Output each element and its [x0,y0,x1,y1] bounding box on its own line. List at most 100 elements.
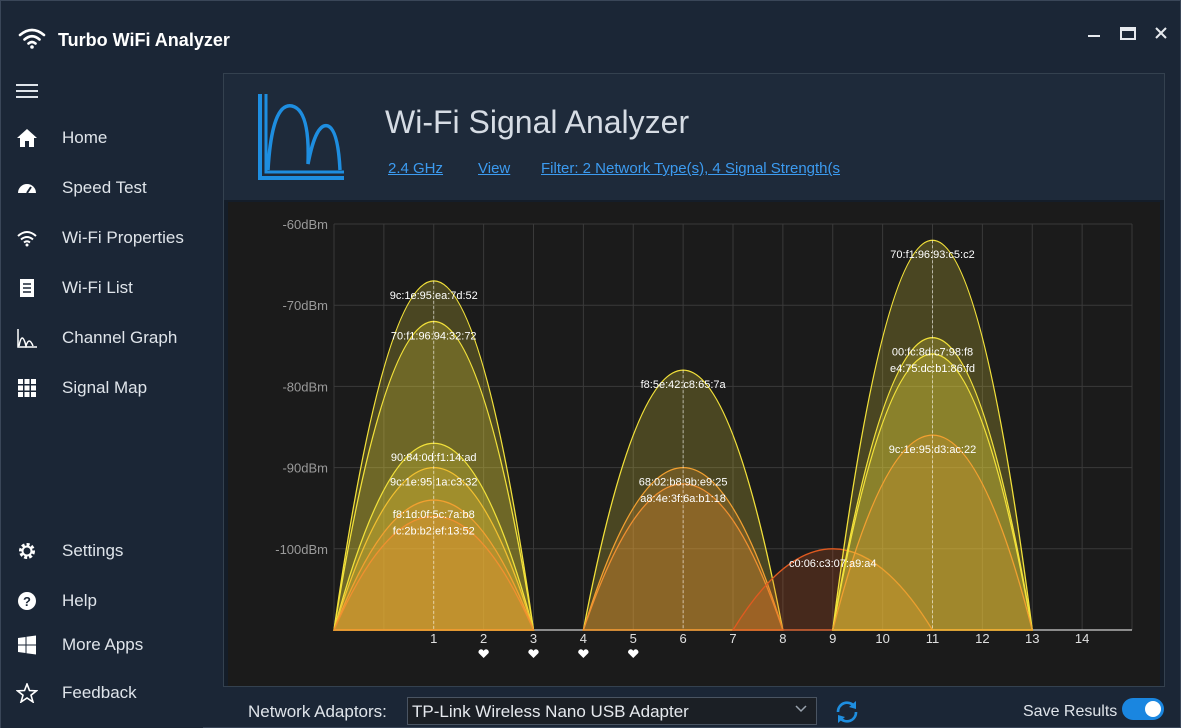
gear-icon [19,543,35,559]
signal-curve [831,337,1034,631]
channel-graph-icon [17,329,37,348]
network-label: f8:5e:42:c8:65:7a [641,379,727,391]
network-label: c0:06:c3:07:a9:a4 [789,558,876,570]
x-tick-label: 9 [829,631,836,646]
wifi-icon [17,231,37,247]
toggle-knob [1145,701,1161,717]
adapter-select-value: TP-Link Wireless Nano USB Adapter [412,702,689,721]
list-icon [20,279,34,297]
network-label: 70:f1:96:94:32:72 [391,330,477,342]
x-tick-label: 1 [430,631,437,646]
x-tick-label: 5 [630,631,637,646]
y-tick-label: -80dBm [282,379,328,394]
y-tick-label: -100dBm [275,542,328,557]
x-tick-label: 8 [779,631,786,646]
sidebar-item-label: Settings [62,541,124,560]
speedometer-icon [18,184,36,194]
x-tick-label: 6 [680,631,687,646]
network-label: e4:75:dc:b1:86:fd [890,363,975,375]
network-label: 90:84:0d:f1:14:ad [391,452,477,464]
help-icon: ? [18,592,36,610]
minimize-button[interactable] [1085,23,1105,43]
x-tick-label: 10 [875,631,889,646]
network-label: fc:2b:b2:ef:13:52 [393,525,475,537]
x-tick-label: 12 [975,631,989,646]
close-button[interactable] [1151,23,1171,43]
sidebar-item-more-apps[interactable]: More Apps [1,625,203,665]
signal-curve [333,280,535,631]
save-results-label: Save Results [1023,703,1118,720]
sidebar-item-feedback[interactable]: Feedback [1,673,203,713]
heart-icon [478,649,489,658]
x-tick-label: 13 [1025,631,1039,646]
maximize-button[interactable] [1118,23,1138,43]
signal-curve [582,369,784,631]
network-label: 70:f1:96:93:c5:c2 [890,249,974,261]
sidebar-item-label: Home [62,128,108,147]
signal-curve [582,467,784,631]
network-label: 9c:1e:95:ea:7d:52 [390,290,478,302]
app-title: Turbo WiFi Analyzer [58,30,230,50]
signal-graph-logo-icon [258,94,344,180]
title-bar: Turbo WiFi Analyzer [1,1,1180,71]
channel-signal-chart: -60dBm -70dBm -80dBm -90dBm -100dBm 9c:1e:95:… [228,202,1160,686]
main-panel: Wi-Fi Signal Analyzer 2.4 GHz View Filte… [223,73,1165,687]
network-label: f8:1d:0f:5c:7a:b8 [393,509,475,521]
sidebar: Home Speed Test Wi-Fi Properties [1,71,203,728]
home-icon [17,129,37,147]
hamburger-menu-icon[interactable] [16,83,38,99]
footer-bar: Network Adaptors: TP-Link Wireless Nano … [203,691,1180,728]
network-label: a8:4e:3f:6a:b1:18 [640,493,726,505]
star-icon [16,683,38,703]
sidebar-item-help[interactable]: ? Help [1,581,203,621]
svg-text:?: ? [23,594,31,609]
sidebar-item-channel-graph[interactable]: Channel Graph [1,318,203,358]
heart-icon [528,649,539,658]
heart-icon [628,649,639,658]
refresh-icon[interactable] [834,699,860,725]
sidebar-item-home[interactable]: Home [1,118,203,158]
x-tick-label: 3 [530,631,537,646]
band-link[interactable]: 2.4 GHz [388,160,444,177]
sidebar-item-settings[interactable]: Settings [1,531,203,571]
analyzer-header: Wi-Fi Signal Analyzer 2.4 GHz View Filte… [224,74,1164,200]
network-label: 9c:1e:95:d3:ac:22 [889,444,976,456]
sidebar-item-label: Feedback [62,683,137,702]
x-tick-label: 14 [1075,631,1089,646]
sidebar-item-label: More Apps [62,635,144,654]
x-tick-label: 11 [926,631,940,646]
adapter-label: Network Adaptors: [248,702,387,721]
wifi-icon [18,28,46,49]
signal-curve [333,499,535,631]
view-link[interactable]: View [478,160,511,177]
x-tick-label: 4 [580,631,587,646]
grid-icon [18,379,36,397]
adapter-select[interactable]: TP-Link Wireless Nano USB Adapter [407,697,817,725]
network-label: 68:02:b8:9b:e9:25 [639,477,728,489]
sidebar-item-wifi-list[interactable]: Wi-Fi List [1,268,203,308]
network-label: 00:fc:8d:c7:98:f8 [892,347,973,359]
network-label: 9c:1e:95:1a:c3:32 [390,477,477,489]
y-tick-label: -70dBm [282,298,328,313]
save-results-toggle[interactable] [1122,698,1164,720]
windows-icon [18,635,36,655]
sidebar-item-label: Wi-Fi List [62,278,133,297]
sidebar-item-label: Help [62,591,97,610]
chevron-down-icon [795,705,807,713]
filter-link[interactable]: Filter: 2 Network Type(s), 4 Signal Stre… [541,160,841,177]
x-tick-label: 2 [480,631,487,646]
y-tick-label: -60dBm [282,217,328,232]
sidebar-item-speed-test[interactable]: Speed Test [1,168,203,208]
sidebar-item-label: Signal Map [62,378,148,397]
y-tick-label: -90dBm [282,461,328,476]
signal-curve [333,467,535,631]
sidebar-item-signal-map[interactable]: Signal Map [1,368,203,408]
sidebar-item-wifi-properties[interactable]: Wi-Fi Properties [1,218,203,258]
signal-curve [731,548,934,631]
sidebar-item-label: Speed Test [62,178,147,197]
page-title: Wi-Fi Signal Analyzer [385,104,690,140]
sidebar-item-label: Channel Graph [62,328,178,347]
x-tick-label: 7 [729,631,736,646]
heart-icon [578,649,589,658]
